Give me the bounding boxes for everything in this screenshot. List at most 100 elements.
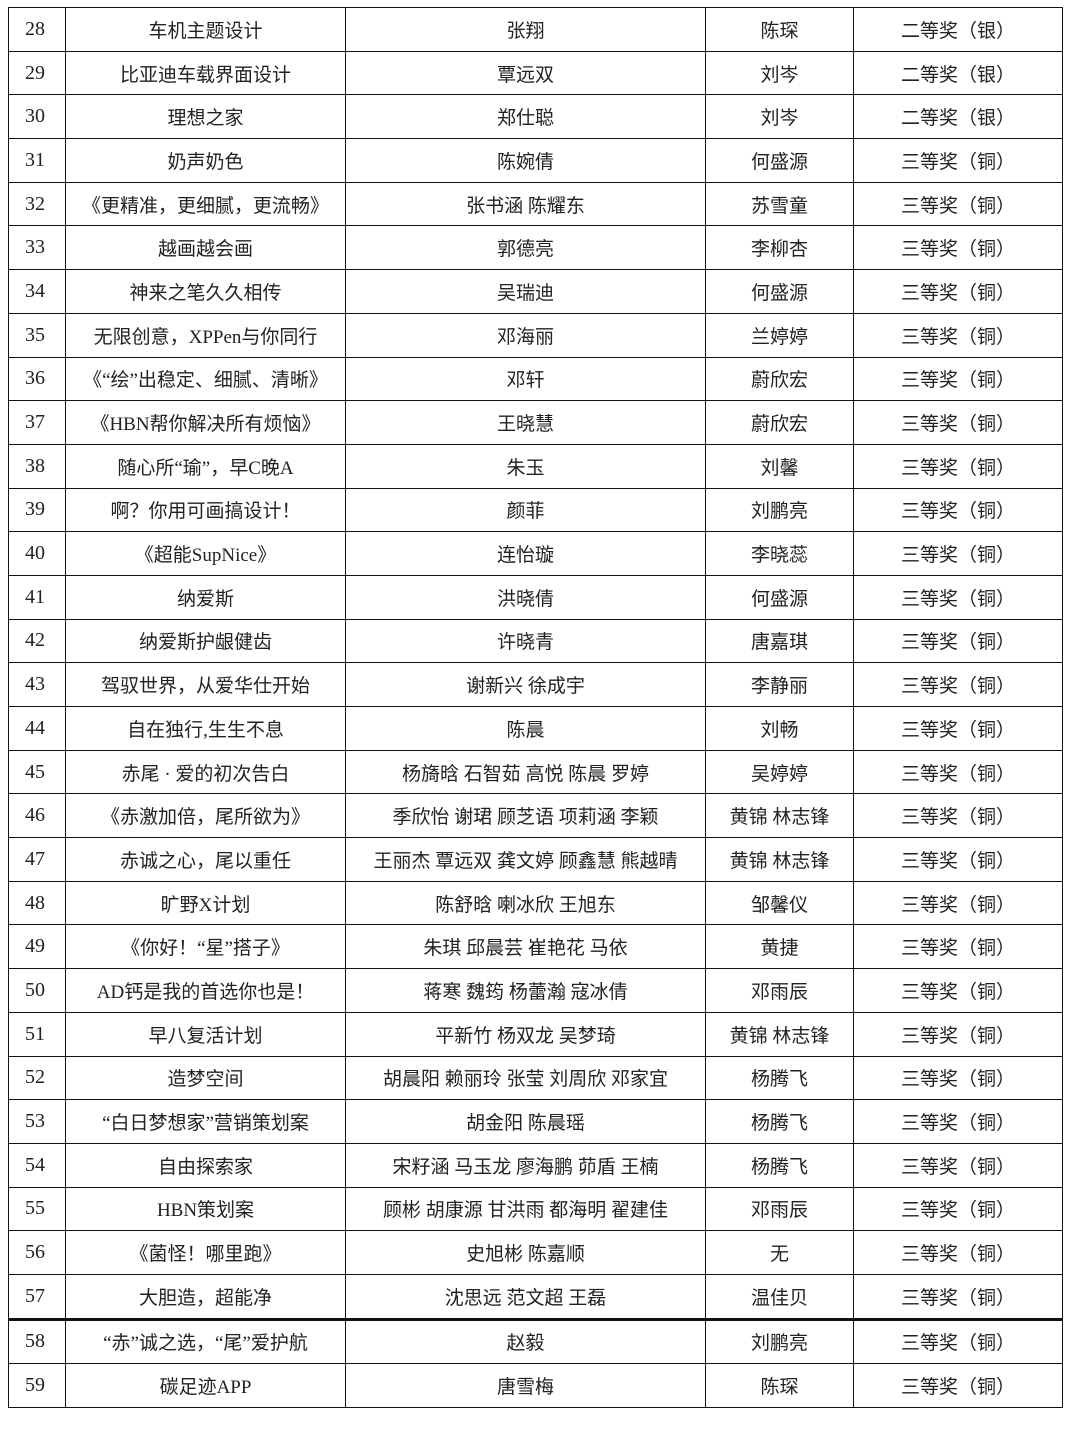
row-number-cell: 37 — [8, 400, 66, 445]
row-number-cell: 59 — [8, 1363, 66, 1408]
advisor-cell: 邓雨辰 — [705, 1186, 854, 1232]
work-title-cell: 《更精准，更细腻，更流畅》 — [65, 181, 346, 227]
table-row: 49 《你好！“星”搭子》 朱琪 邱晨芸 崔艳花 马依 黄捷 三等奖（铜） — [8, 924, 1063, 970]
table-row: 40 《超能SupNice》 连怡璇 李晓蕊 三等奖（铜） — [8, 531, 1063, 576]
row-number-cell: 48 — [8, 880, 66, 926]
advisor-cell: 何盛源 — [705, 269, 854, 314]
row-number-cell: 56 — [8, 1230, 66, 1275]
work-title-cell: “赤”诚之选，“尾”爱护航 — [65, 1317, 346, 1365]
advisor-cell: 蔚欣宏 — [705, 400, 854, 445]
row-number-cell: 57 — [8, 1273, 66, 1320]
award-level-cell: 三等奖（铜） — [853, 138, 1063, 183]
work-title-cell: 《你好！“星”搭子》 — [65, 924, 346, 970]
work-title-cell: 赤诚之心，尾以重任 — [65, 837, 346, 882]
advisor-cell: 温佳贝 — [705, 1273, 854, 1320]
authors-cell: 王丽杰 覃远双 龚文婷 顾鑫慧 熊越晴 — [345, 837, 706, 882]
authors-cell: 颜菲 — [345, 487, 706, 533]
row-number-cell: 46 — [8, 793, 66, 839]
table-row: 58 “赤”诚之选，“尾”爱护航 赵毅 刘鹏亮 三等奖（铜） — [8, 1317, 1063, 1365]
advisor-cell: 李静丽 — [705, 662, 854, 707]
authors-cell: 蒋寒 魏筠 杨蕾瀚 寇冰倩 — [345, 968, 706, 1013]
award-level-cell: 三等奖（铜） — [853, 269, 1063, 314]
award-level-cell: 三等奖（铜） — [853, 662, 1063, 707]
award-level-cell: 三等奖（铜） — [853, 749, 1063, 795]
row-number-cell: 36 — [8, 356, 66, 402]
table-row: 42 纳爱斯护龈健齿 许晓青 唐嘉琪 三等奖（铜） — [8, 618, 1063, 664]
table-row: 56 《菌怪！哪里跑》 史旭彬 陈嘉顺无三等奖（铜） — [8, 1230, 1063, 1275]
row-number-cell: 29 — [8, 50, 66, 96]
table-row: 30 理想之家 郑仕聪 刘岑 二等奖（银） — [8, 94, 1063, 140]
authors-cell: 陈婉倩 — [345, 138, 706, 183]
row-number-cell: 28 — [8, 7, 66, 52]
row-number-cell: 50 — [8, 968, 66, 1013]
awards-table: 28 车机主题设计 张翔 陈琛 二等奖（银） 29 比亚迪车载界面设计 覃远双 刘岑 二等奖（银）… — [8, 7, 1063, 1408]
work-title-cell: 比亚迪车载界面设计 — [65, 50, 346, 96]
work-title-cell: 奶声奶色 — [65, 138, 346, 183]
table-row: 59 碳足迹APP 唐雪梅 陈琛 三等奖（铜） — [8, 1363, 1063, 1408]
advisor-cell: 刘岑 — [705, 94, 854, 140]
award-level-cell: 三等奖（铜） — [853, 1363, 1063, 1408]
table-row: 34 神来之笔久久相传 吴瑞迪 何盛源 三等奖（铜） — [8, 269, 1063, 314]
work-title-cell: 《“绘”出稳定、细腻、清晰》 — [65, 356, 346, 402]
authors-cell: 郭德亮 — [345, 225, 706, 271]
table-row: 48 旷野X计划 陈舒晗 喇冰欣 王旭东 邹馨仪 三等奖（铜） — [8, 880, 1063, 926]
award-level-cell: 三等奖（铜） — [853, 312, 1063, 358]
table-row: 31 奶声奶色 陈婉倩 何盛源 三等奖（铜） — [8, 138, 1063, 183]
work-title-cell: 《赤激加倍，尾所欲为》 — [65, 793, 346, 839]
table-row: 33 越画越会画 郭德亮 李柳杏 三等奖（铜） — [8, 225, 1063, 271]
advisor-cell: 杨腾飞 — [705, 1055, 854, 1101]
advisor-cell: 黄捷 — [705, 924, 854, 970]
award-level-cell: 三等奖（铜） — [853, 531, 1063, 576]
row-number-cell: 42 — [8, 618, 66, 664]
row-number-cell: 35 — [8, 312, 66, 358]
award-level-cell: 三等奖（铜） — [853, 225, 1063, 271]
row-number-cell: 38 — [8, 443, 66, 489]
row-number-cell: 54 — [8, 1142, 66, 1188]
work-title-cell: 赤尾 · 爱的初次告白 — [65, 749, 346, 795]
advisor-cell: 黄锦 林志锋 — [705, 1011, 854, 1057]
work-title-cell: 随心所“瑜”，早C晚A — [65, 443, 346, 489]
table-row: 50 AD钙是我的首选你也是！ 蒋寒 魏筠 杨蕾瀚 寇冰倩 邓雨辰 三等奖（铜） — [8, 968, 1063, 1013]
advisor-cell: 吴婷婷 — [705, 749, 854, 795]
table-row: 35 无限创意，XPPen与你同行 邓海丽 兰婷婷 三等奖（铜） — [8, 312, 1063, 358]
advisor-cell: 刘岑 — [705, 50, 854, 96]
work-title-cell: “白日梦想家”营销策划案 — [65, 1099, 346, 1144]
award-level-cell: 三等奖（铜） — [853, 793, 1063, 839]
authors-cell: 沈思远 范文超 王磊 — [345, 1273, 706, 1320]
advisor-cell: 黄锦 林志锋 — [705, 837, 854, 882]
row-number-cell: 43 — [8, 662, 66, 707]
work-title-cell: 《菌怪！哪里跑》 — [65, 1230, 346, 1275]
authors-cell: 陈晨 — [345, 706, 706, 751]
advisor-cell: 兰婷婷 — [705, 312, 854, 358]
row-number-cell: 49 — [8, 924, 66, 970]
authors-cell: 顾彬 胡康源 甘洪雨 都海明 翟建佳 — [345, 1186, 706, 1232]
work-title-cell: 无限创意，XPPen与你同行 — [65, 312, 346, 358]
authors-cell: 谢新兴 徐成宇 — [345, 662, 706, 707]
authors-cell: 洪晓倩 — [345, 574, 706, 620]
authors-cell: 许晓青 — [345, 618, 706, 664]
authors-cell: 杨旖晗 石智茹 高悦 陈晨 罗婷 — [345, 749, 706, 795]
awards-table-body: 28 车机主题设计 张翔 陈琛 二等奖（银） 29 比亚迪车载界面设计 覃远双 刘岑 二等奖（银）… — [8, 7, 1063, 1408]
table-row: 51 早八复活计划 平新竹 杨双龙 吴梦琦 黄锦 林志锋 三等奖（铜） — [8, 1011, 1063, 1057]
row-number-cell: 39 — [8, 487, 66, 533]
award-level-cell: 三等奖（铜） — [853, 1273, 1063, 1320]
award-level-cell: 三等奖（铜） — [853, 924, 1063, 970]
table-row: 55 HBN策划案 顾彬 胡康源 甘洪雨 都海明 翟建佳 邓雨辰 三等奖（铜） — [8, 1186, 1063, 1232]
table-row: 45 赤尾 · 爱的初次告白 杨旖晗 石智茹 高悦 陈晨 罗婷 吴婷婷 三等奖（铜） — [8, 749, 1063, 795]
table-row: 43 驾驭世界，从爱华仕开始 谢新兴 徐成宇 李静丽 三等奖（铜） — [8, 662, 1063, 707]
advisor-cell: 陈琛 — [705, 1363, 854, 1408]
table-row: 36 《“绘”出稳定、细腻、清晰》 邓轩 蔚欣宏 三等奖（铜） — [8, 356, 1063, 402]
award-level-cell: 三等奖（铜） — [853, 443, 1063, 489]
award-level-cell: 三等奖（铜） — [853, 1317, 1063, 1365]
award-level-cell: 三等奖（铜） — [853, 618, 1063, 664]
row-number-cell: 30 — [8, 94, 66, 140]
table-row: 57 大胆造，超能净 沈思远 范文超 王磊 温佳贝 三等奖（铜） — [8, 1273, 1063, 1320]
advisor-cell: 黄锦 林志锋 — [705, 793, 854, 839]
table-row: 47 赤诚之心，尾以重任 王丽杰 覃远双 龚文婷 顾鑫慧 熊越晴 黄锦 林志锋 三等奖（… — [8, 837, 1063, 882]
award-level-cell: 三等奖（铜） — [853, 574, 1063, 620]
work-title-cell: 《超能SupNice》 — [65, 531, 346, 576]
row-number-cell: 52 — [8, 1055, 66, 1101]
authors-cell: 唐雪梅 — [345, 1363, 706, 1408]
award-level-cell: 三等奖（铜） — [853, 181, 1063, 227]
authors-cell: 张书涵 陈耀东 — [345, 181, 706, 227]
